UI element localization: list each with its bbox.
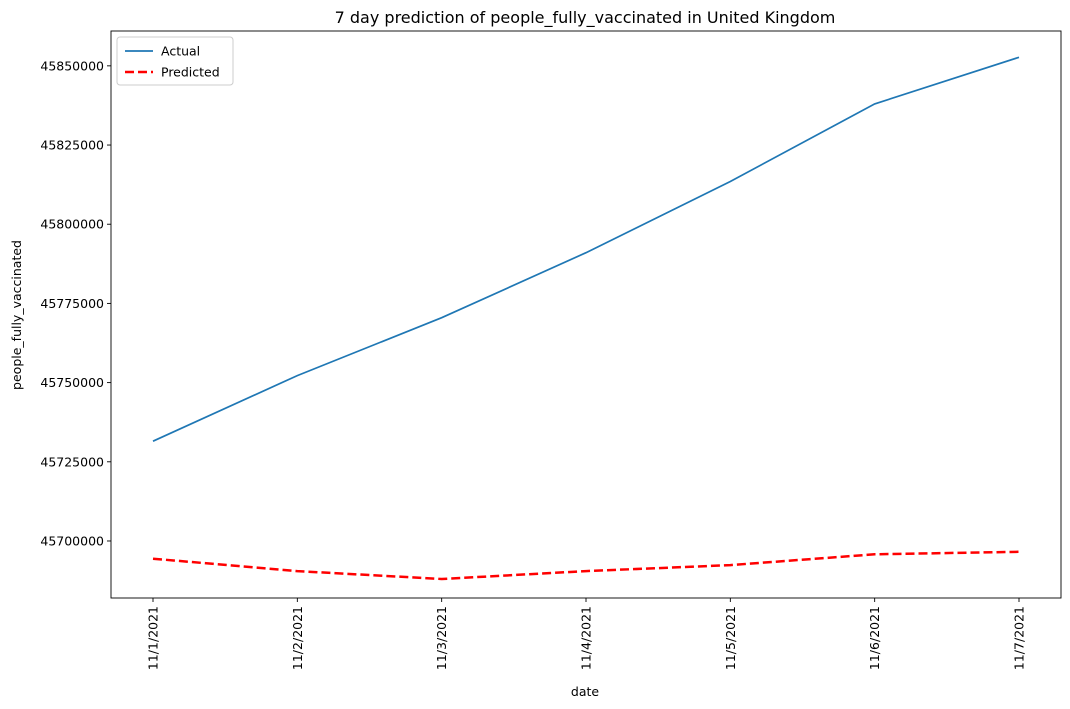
chart-title: 7 day prediction of people_fully_vaccina… [335, 8, 836, 28]
x-tick-label: 11/6/2021 [867, 606, 882, 670]
series-line-predicted [152, 550, 1020, 581]
y-tick-label: 45800000 [40, 217, 104, 232]
y-axis: 45700000 45725000 45750000 45775000 45800000… [40, 58, 111, 548]
y-tick-label: 45700000 [40, 533, 104, 548]
y-tick-label: 45850000 [40, 58, 104, 73]
y-axis-label: people_fully_vaccinated [9, 240, 24, 390]
x-tick-label: 11/1/2021 [146, 606, 161, 670]
plot-frame [110, 30, 1062, 599]
x-tick-label: 11/5/2021 [723, 606, 738, 670]
x-tick-label: 11/3/2021 [434, 606, 449, 670]
y-tick-label: 45775000 [40, 296, 104, 311]
legend-label-actual: Actual [161, 44, 200, 59]
series-layer [152, 56, 1020, 581]
y-tick-label: 45750000 [40, 375, 104, 390]
plot-area [111, 31, 1061, 598]
x-axis: 11/1/2021 11/2/2021 11/3/2021 11/4/2021 11/5… [146, 598, 1027, 670]
series-line-actual [152, 56, 1020, 442]
legend-label-predicted: Predicted [161, 65, 220, 80]
y-tick-label: 45725000 [40, 454, 104, 469]
x-tick-label: 11/2/2021 [290, 606, 305, 670]
x-tick-label: 11/4/2021 [579, 606, 594, 670]
y-tick-label: 45825000 [40, 138, 104, 153]
x-tick-label: 11/7/2021 [1012, 606, 1027, 670]
x-axis-label: date [571, 684, 599, 699]
legend: Actual Predicted [116, 36, 234, 86]
